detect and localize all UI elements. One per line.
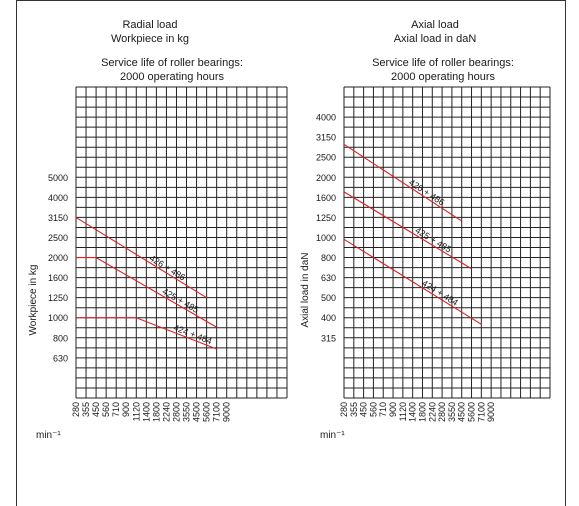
right-chart-note-2: 2000 operating hours: [391, 71, 495, 83]
y-tick-label: 800: [321, 253, 336, 263]
x-tick-label: 710: [111, 402, 121, 417]
left-chart-title: Radial load: [122, 19, 177, 31]
right-chart-title: Axial load: [411, 19, 459, 31]
y-tick-label: 2000: [316, 173, 336, 183]
y-tick-label: 1600: [48, 273, 68, 283]
y-tick-label: 630: [321, 273, 336, 283]
y-tick-label: 1600: [316, 193, 336, 203]
y-tick-label: 1250: [48, 293, 68, 303]
series-line: [343, 143, 463, 222]
x-tick-label: 5600: [467, 402, 477, 422]
series-label: 424 + 484: [420, 278, 460, 308]
x-tick-label: 710: [378, 402, 388, 417]
x-tick-label: 1800: [417, 402, 427, 422]
y-tick-label: 4000: [48, 193, 68, 203]
left-chart-subtitle: Workpiece in kg: [111, 33, 189, 45]
left-chart-note-2: 2000 operating hours: [120, 71, 224, 83]
x-tick-label: 280: [339, 402, 349, 417]
x-tick-label: 560: [101, 402, 111, 417]
right-chart-x-axis-label: min⁻¹: [320, 430, 345, 441]
x-tick-label: 3550: [447, 402, 457, 422]
right-chart: 315 400 500 630 800 1000 1250 1600 2000 2500 3150 4…: [300, 86, 551, 441]
x-tick-label: 9000: [222, 402, 232, 422]
x-tick-label: 1400: [141, 402, 151, 422]
x-tick-label: 7100: [476, 402, 486, 422]
right-chart-y-ticks: 315 400 500 630 800 1000 1250 1600 2000 2500 3150 4…: [316, 113, 336, 344]
y-tick-label: 2500: [316, 153, 336, 163]
x-tick-label: 355: [349, 402, 359, 417]
y-tick-label: 2500: [48, 233, 68, 243]
y-tick-label: 500: [321, 293, 336, 303]
left-chart-grid: [75, 86, 288, 399]
x-tick-label: 9000: [486, 402, 496, 422]
x-tick-label: 450: [359, 402, 369, 417]
x-tick-label: 7100: [212, 402, 222, 422]
x-tick-label: 1120: [398, 402, 408, 421]
series-line: [76, 256, 217, 328]
series-line: [343, 238, 482, 325]
y-tick-label: 2000: [48, 253, 68, 263]
y-tick-label: 5000: [48, 173, 68, 183]
left-chart-y-axis-label: Workpiece in kg: [28, 265, 39, 336]
series-line: [343, 191, 472, 270]
right-chart-y-axis-label: Axial load in daN: [300, 252, 311, 327]
y-tick-label: 1000: [316, 233, 336, 243]
y-tick-label: 1250: [316, 213, 336, 223]
y-tick-label: 400: [321, 313, 336, 323]
x-tick-label: 1800: [151, 402, 161, 422]
x-tick-label: 2240: [161, 402, 171, 422]
y-tick-label: 4000: [316, 113, 336, 123]
x-tick-label: 2240: [427, 402, 437, 422]
right-chart-note-1: Service life of roller bearings:: [372, 57, 514, 69]
x-tick-label: 5600: [202, 402, 212, 422]
left-chart-x-axis-label: min⁻¹: [36, 430, 61, 441]
left-chart-y-ticks: 630 800 1000 1250 1600 2000 2500 3150 4000 5000: [48, 173, 68, 364]
x-tick-label: 2800: [437, 402, 447, 422]
right-chart-x-ticks: 280 355 450 560 710 900 1120 1400 1800 2240 2800 35…: [339, 402, 496, 422]
x-tick-label: 900: [121, 402, 131, 417]
x-tick-label: 1120: [131, 402, 141, 421]
x-tick-label: 355: [81, 402, 91, 417]
x-tick-label: 900: [388, 402, 398, 417]
y-tick-label: 3150: [48, 213, 68, 223]
x-tick-label: 2800: [171, 402, 181, 422]
x-tick-label: 1400: [408, 402, 418, 422]
left-chart-x-ticks: 280 355 450 560 710 900 1120 1400 1800 2240 2800 35…: [71, 402, 232, 422]
y-tick-label: 800: [53, 333, 68, 343]
left-chart: 630 800 1000 1250 1600 2000 2500 3150 4000 5000 2…: [28, 86, 288, 441]
y-tick-label: 630: [53, 353, 68, 363]
series-line: [76, 317, 217, 350]
left-chart-note-1: Service life of roller bearings:: [101, 57, 243, 69]
right-chart-grid: [343, 86, 551, 399]
right-chart-subtitle: Axial load in daN: [394, 33, 477, 45]
x-tick-label: 560: [368, 402, 378, 417]
x-tick-label: 4500: [457, 402, 467, 422]
x-tick-label: 450: [91, 402, 101, 417]
x-tick-label: 4500: [192, 402, 202, 422]
series-line: [75, 216, 207, 299]
y-tick-label: 315: [321, 333, 336, 343]
y-tick-label: 3150: [316, 133, 336, 143]
series-label: 425 + 485: [413, 225, 453, 254]
x-tick-label: 280: [71, 402, 81, 417]
y-tick-label: 1000: [48, 313, 68, 323]
x-tick-label: 3550: [182, 402, 192, 422]
